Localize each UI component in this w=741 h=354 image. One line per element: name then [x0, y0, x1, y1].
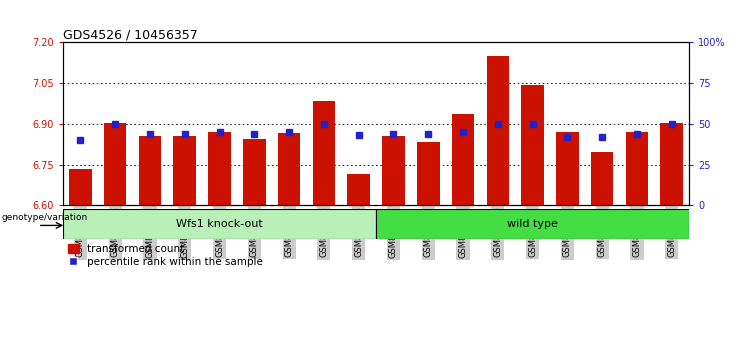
Bar: [556, 132, 579, 205]
Bar: [487, 56, 509, 205]
Legend: transformed count, percentile rank within the sample: transformed count, percentile rank withi…: [68, 244, 263, 267]
Bar: [104, 122, 127, 205]
Bar: [625, 132, 648, 205]
Bar: [382, 136, 405, 205]
Bar: [243, 139, 265, 205]
Bar: [173, 136, 196, 205]
Bar: [521, 85, 544, 205]
Bar: [591, 152, 614, 205]
Bar: [452, 114, 474, 205]
Text: Wfs1 knock-out: Wfs1 knock-out: [176, 219, 263, 229]
Bar: [376, 209, 689, 239]
Bar: [660, 122, 683, 205]
Text: wild type: wild type: [507, 219, 558, 229]
Bar: [208, 132, 231, 205]
Bar: [348, 174, 370, 205]
Bar: [417, 142, 439, 205]
Text: genotype/variation: genotype/variation: [1, 213, 87, 222]
Bar: [69, 169, 92, 205]
Bar: [139, 136, 162, 205]
Bar: [313, 101, 335, 205]
Bar: [278, 133, 300, 205]
Text: GDS4526 / 10456357: GDS4526 / 10456357: [63, 28, 198, 41]
Bar: [63, 209, 376, 239]
